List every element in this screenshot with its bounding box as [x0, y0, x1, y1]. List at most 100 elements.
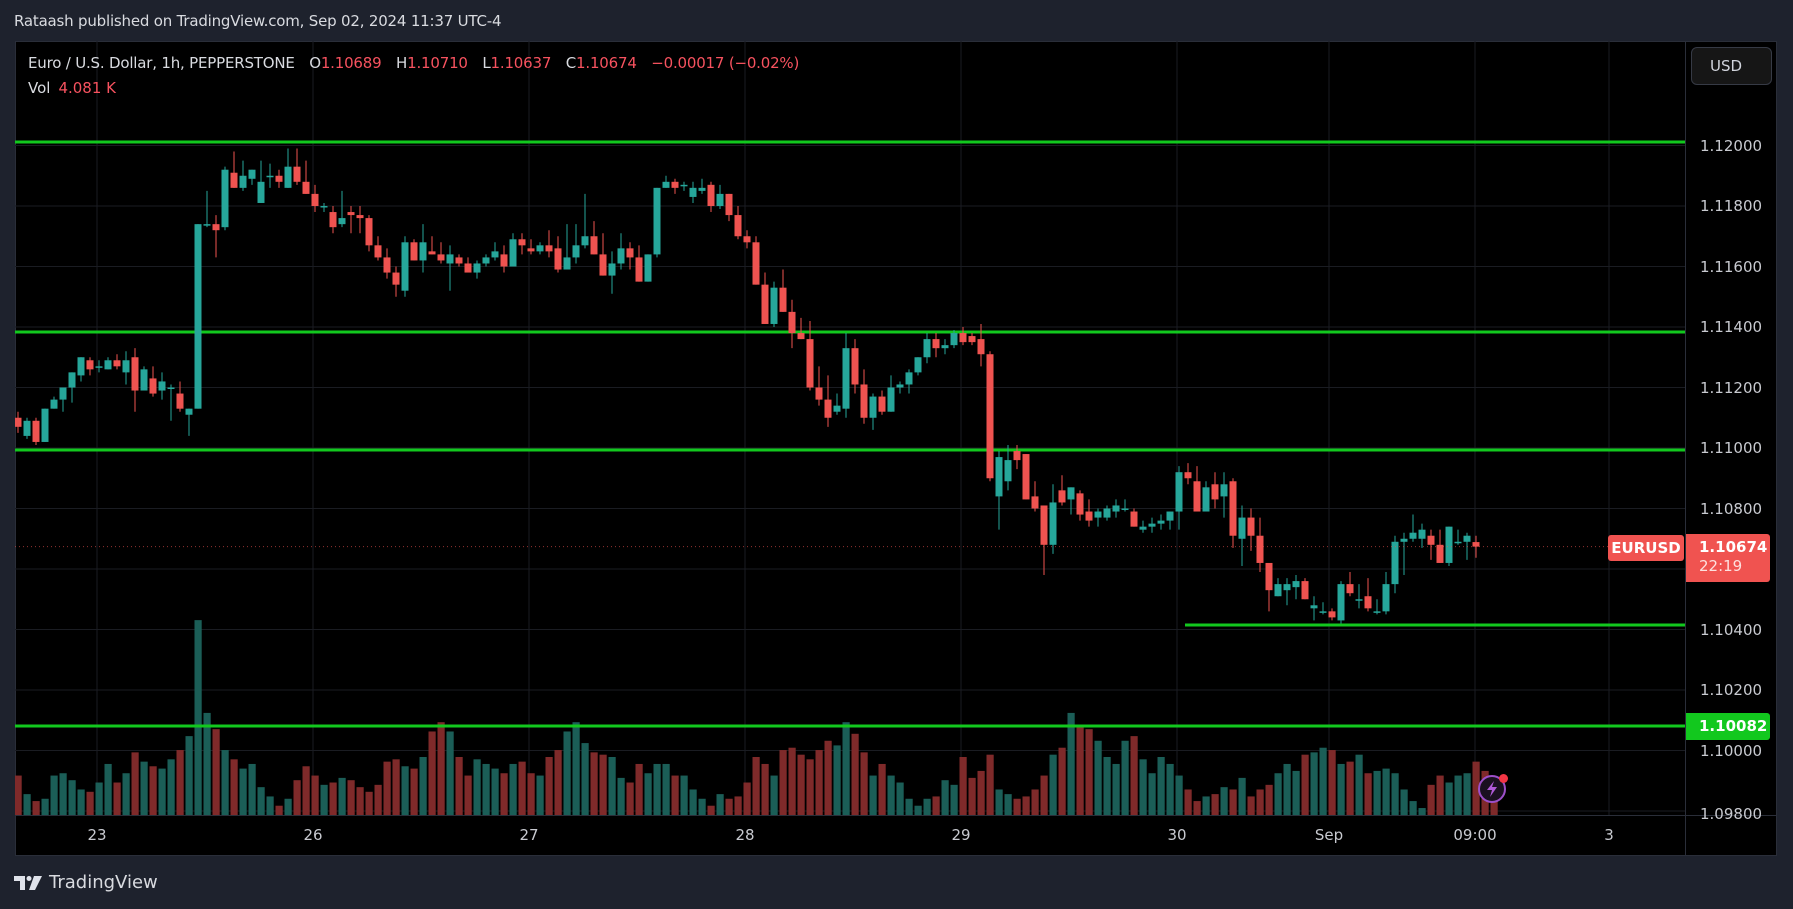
volume-bar [545, 757, 553, 815]
brand-name: TradingView [49, 872, 158, 893]
volume-bar [491, 768, 499, 815]
candle-body [401, 242, 409, 291]
candle-body [833, 405, 841, 412]
volume-bar [1292, 770, 1300, 815]
volume-bar [356, 787, 364, 815]
volume-bar [995, 789, 1003, 815]
price-axis-tick: 1.10400 [1700, 620, 1763, 639]
candle-body [1148, 523, 1156, 527]
volume-bar [959, 757, 967, 815]
volume-bar [1220, 787, 1228, 815]
volume-bar [1436, 775, 1444, 815]
tradingview-logo[interactable]: TradingView [14, 872, 158, 893]
price-chart-canvas[interactable] [15, 41, 1685, 815]
volume-bar [932, 796, 940, 815]
volume-bar [941, 780, 949, 815]
notification-dot-icon [1499, 774, 1508, 783]
volume-bar [302, 766, 310, 815]
currency-button[interactable]: USD [1691, 47, 1772, 85]
volume-bar [1058, 747, 1066, 815]
candle-body [572, 245, 580, 258]
volume-bar [1382, 768, 1390, 815]
low-value: 1.10637 [490, 54, 552, 72]
candle-body [653, 187, 661, 255]
volume-bar [833, 745, 841, 815]
candle-body [1382, 584, 1390, 612]
candle-body [1112, 505, 1120, 512]
lightning-icon [1487, 781, 1497, 797]
volume-bar [671, 775, 679, 815]
volume-bar [707, 805, 715, 815]
volume-bar [527, 773, 535, 815]
volume-bar [869, 775, 877, 815]
volume-bar [1445, 782, 1453, 815]
candle-body [158, 381, 166, 391]
volume-bar [1355, 754, 1363, 815]
volume-bar [1139, 759, 1147, 815]
time-axis-tick: 26 [303, 826, 323, 844]
volume-bar [176, 750, 184, 815]
time-axis-tick: 09:00 [1453, 826, 1497, 844]
candle-body [941, 345, 949, 349]
volume-bar [644, 773, 652, 815]
volume-bar [1328, 750, 1336, 815]
candle-body [1355, 599, 1363, 601]
volume-bar [1229, 789, 1237, 815]
volume-bar [1373, 770, 1381, 815]
candle-body [707, 184, 715, 206]
volume-bar [1202, 796, 1210, 815]
time-axis-tick: Sep [1314, 826, 1344, 844]
volume-bar [167, 759, 175, 815]
candle-body [230, 172, 238, 188]
candle-body [1211, 484, 1219, 500]
tradingview-logo-icon [14, 875, 42, 890]
volume-bar [1490, 796, 1498, 815]
symbol-legend[interactable]: Euro / U.S. Dollar, 1h, PEPPERSTONE O1.1… [28, 54, 799, 72]
candle-body [203, 224, 211, 226]
volume-bar [1013, 798, 1021, 815]
volume-bar [1400, 789, 1408, 815]
volume-bar [1112, 763, 1120, 815]
bar-countdown: 22:19 [1699, 557, 1743, 575]
volume-bar [923, 798, 931, 815]
volume-bar [1247, 796, 1255, 815]
candle-body [869, 396, 877, 418]
candle-body [221, 169, 229, 228]
open-value: 1.10689 [320, 54, 382, 72]
volume-bar [104, 763, 112, 815]
volume-bar [779, 750, 787, 815]
low-label: L [482, 54, 491, 72]
volume-bar [770, 775, 778, 815]
candle-body [509, 239, 517, 267]
volume-bar [1301, 754, 1309, 815]
candle-body [815, 387, 823, 400]
alert-button[interactable] [1478, 774, 1508, 803]
volume-bar [95, 782, 103, 815]
candle-body [1454, 541, 1462, 544]
time-axis-tick: 3 [1604, 826, 1614, 844]
volume-bar [428, 731, 436, 815]
candle-body [266, 175, 274, 178]
volume-bar [1022, 796, 1030, 815]
candle-body [1364, 596, 1372, 609]
candle-body [1328, 611, 1336, 618]
volume-bar [68, 780, 76, 815]
volume-bar [734, 796, 742, 815]
volume-bar [1409, 801, 1417, 815]
volume-bar [599, 754, 607, 815]
candle-body [446, 254, 454, 264]
time-axis-tick: 27 [519, 826, 539, 844]
candle-body [140, 369, 148, 391]
volume-legend[interactable]: Vol 4.081 K [28, 79, 116, 97]
volume-bar [203, 712, 211, 815]
candle-body [545, 245, 553, 252]
volume-bar [446, 731, 454, 815]
volume-bar [1310, 752, 1318, 815]
candle-body [770, 287, 778, 324]
candle-body [275, 175, 283, 182]
candle-body [1292, 581, 1300, 588]
candle-body [977, 339, 985, 355]
candle-body [1184, 472, 1192, 479]
volume-bar [113, 782, 121, 815]
volume-bar [1067, 712, 1075, 815]
